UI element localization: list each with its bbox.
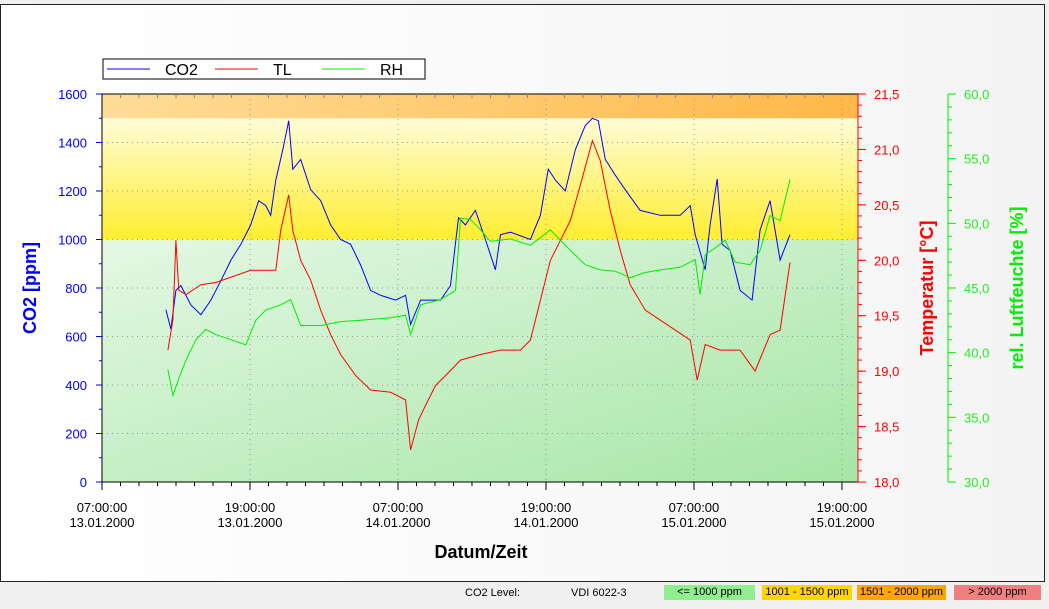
x-axis-title: Datum/Zeit [434,542,527,562]
threshold-band-1 [102,118,858,240]
status-bar: CO2 Level: VDI 6022-3 <= 1000 ppm 1001 -… [0,582,1049,609]
co2-tick-label: 1600 [58,87,87,102]
co2-tick-label: 200 [65,427,87,442]
rh-tick-label: 60,0 [964,87,989,102]
series-line-co2 [165,117,791,330]
co2-tick-label: 600 [65,330,87,345]
legend-label-tl: TL [273,62,292,79]
standard-label: VDI 6022-3 [571,587,627,599]
x-tick-time: 07:00:00 [669,500,720,515]
level-box-green: <= 1000 ppm [664,585,755,600]
temp-tick-label: 18,5 [874,420,899,435]
co2-tick-label: 0 [80,475,87,490]
threshold-band-0 [102,239,858,482]
rh-tick-label: 55,0 [964,152,989,167]
co2-tick-label: 1400 [58,136,87,151]
rh-tick-label: 45,0 [964,281,989,296]
temp-tick-label: 18,0 [874,475,899,490]
x-tick-date: 14.01.2000 [513,515,578,530]
legend: CO2 TL RH [102,58,426,80]
temp-axis-title: Temperatur [°C] [917,221,937,356]
rh-tick-label: 35,0 [964,410,989,425]
legend-box [102,58,426,80]
co2-axis-title: CO2 [ppm] [20,242,40,334]
temp-tick-label: 20,5 [874,198,899,213]
x-tick-date: 13.01.2000 [217,515,282,530]
legend-label-co2: CO2 [165,62,198,79]
co2-tick-label: 800 [65,281,87,296]
temp-tick-label: 19,0 [874,364,899,379]
level-box-orange: 1501 - 2000 ppm [857,585,946,600]
co2-tick-label: 1200 [58,184,87,199]
co2-level-label: CO2 Level: [465,587,521,599]
level-box-yellow: 1001 - 1500 ppm [762,585,852,600]
legend-label-rh: RH [380,62,403,79]
x-tick-date: 14.01.2000 [365,515,430,530]
x-tick-time: 07:00:00 [77,500,128,515]
co2-tick-label: 400 [65,378,87,393]
threshold-band-2 [102,94,858,119]
series-line-tl [167,139,791,451]
rh-tick-label: 40,0 [964,346,989,361]
rh-tick-label: 50,0 [964,216,989,231]
rh-axis-title: rel. Luftfeuchte [%] [1007,206,1027,369]
chart-frame: 0 200 400 600 800 1000 1200 1400 1600 18,0 18,5 19,… [0,4,1045,582]
x-tick-date: 15.01.2000 [809,515,874,530]
series-line-rh [167,179,791,398]
x-tick-date: 13.01.2000 [69,515,134,530]
temp-tick-label: 20,0 [874,253,899,268]
x-tick-time: 19:00:00 [817,500,868,515]
x-tick-time: 19:00:00 [225,500,276,515]
temp-tick-label: 19,5 [874,309,899,324]
temp-tick-label: 21,0 [874,142,899,157]
x-tick-time: 19:00:00 [521,500,572,515]
rh-tick-label: 30,0 [964,475,989,490]
line-chart: 0 200 400 600 800 1000 1200 1400 1600 18,0 18,5 19,… [20,58,1027,562]
co2-tick-label: 1000 [58,233,87,248]
x-tick-time: 07:00:00 [373,500,424,515]
x-tick-date: 15.01.2000 [661,515,726,530]
temp-tick-label: 21,5 [874,87,899,102]
level-box-red: > 2000 ppm [954,585,1041,600]
